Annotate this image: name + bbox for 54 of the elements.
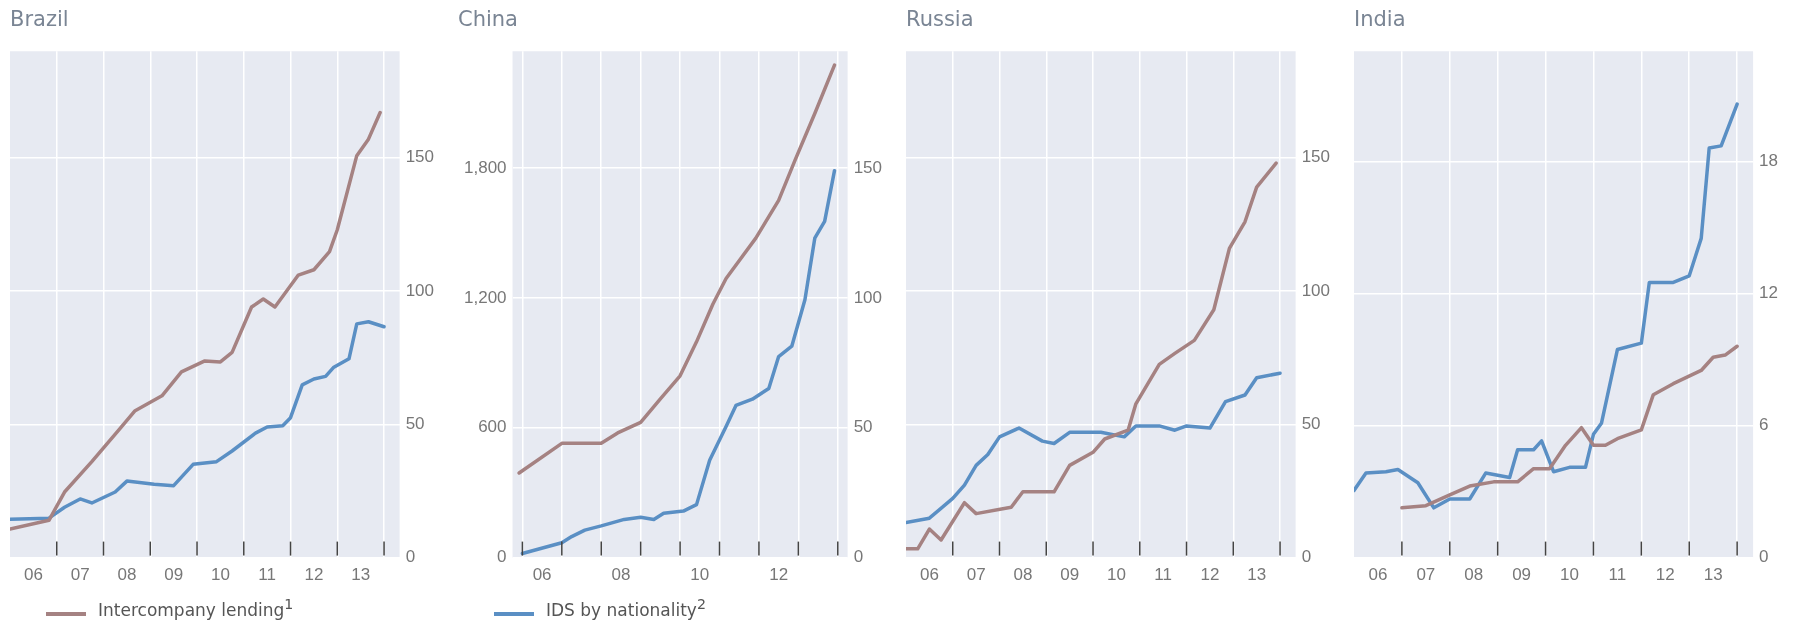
y2-tick-label: 100 — [853, 287, 883, 307]
y-tick-label: 12 — [1759, 283, 1779, 303]
x-tick-label: 09 — [1512, 565, 1532, 585]
y2-tick-label: 50 — [853, 417, 873, 437]
y-tick-label: 50 — [405, 414, 425, 434]
y-tick-label: 6 — [1759, 415, 1769, 435]
x-tick-label: 10 — [1106, 565, 1126, 585]
chart-title: India — [1354, 7, 1406, 32]
x-tick-label: 06 — [532, 565, 552, 585]
y-tick-label: 50 — [1301, 414, 1321, 434]
y-tick-label: 600 — [478, 417, 507, 437]
x-tick-label: 07 — [70, 565, 90, 585]
x-tick-label: 10 — [1560, 565, 1579, 585]
y-tick-label: 1,200 — [463, 287, 507, 307]
x-tick-label: 11 — [1154, 565, 1172, 585]
x-tick-label: 06 — [23, 565, 43, 585]
y-tick-label: 18 — [1759, 150, 1779, 170]
x-tick-label: 12 — [304, 565, 324, 585]
chart-title: Russia — [906, 7, 974, 32]
x-tick-label: 13 — [1703, 565, 1723, 585]
legend-label: Intercompany lending$^{1}$ — [98, 596, 294, 620]
x-tick-label: 06 — [919, 565, 939, 585]
x-tick-label: 12 — [1655, 565, 1675, 585]
x-tick-label: 08 — [1464, 565, 1484, 585]
y-tick-label: 0 — [1759, 547, 1769, 567]
x-tick-label: 08 — [1013, 565, 1033, 585]
y-tick-label: 100 — [1301, 280, 1331, 300]
x-tick-label: 08 — [611, 565, 631, 585]
x-tick-label: 09 — [1060, 565, 1080, 585]
y-tick-label: 0 — [1301, 547, 1312, 567]
x-tick-label: 07 — [1416, 565, 1436, 585]
x-tick-label: 09 — [164, 565, 184, 585]
x-tick-label: 10 — [690, 565, 710, 585]
x-tick-label: 06 — [1368, 565, 1388, 585]
y2-tick-label: 150 — [853, 157, 883, 177]
y-tick-label: 0 — [405, 547, 416, 567]
y-tick-label: 150 — [1301, 147, 1331, 167]
x-tick-label: 07 — [966, 565, 986, 585]
x-tick-label: 11 — [1608, 565, 1627, 585]
x-tick-label: 12 — [769, 565, 789, 585]
y-tick-label: 0 — [497, 547, 507, 567]
y-tick-label: 150 — [405, 147, 435, 167]
x-tick-label: 13 — [351, 565, 371, 585]
legend-label: IDS by nationality$^{2}$ — [546, 596, 706, 620]
y-tick-label: 100 — [405, 280, 435, 300]
y-tick-label: 1,800 — [463, 157, 507, 177]
chart-title: Brazil — [10, 7, 69, 32]
x-tick-label: 11 — [258, 565, 276, 585]
x-tick-label: 08 — [117, 565, 137, 585]
x-tick-label: 10 — [210, 565, 230, 585]
y2-tick-label: 0 — [853, 547, 864, 567]
x-tick-label: 12 — [1200, 565, 1220, 585]
chart-title: China — [458, 7, 518, 32]
x-tick-label: 13 — [1247, 565, 1267, 585]
